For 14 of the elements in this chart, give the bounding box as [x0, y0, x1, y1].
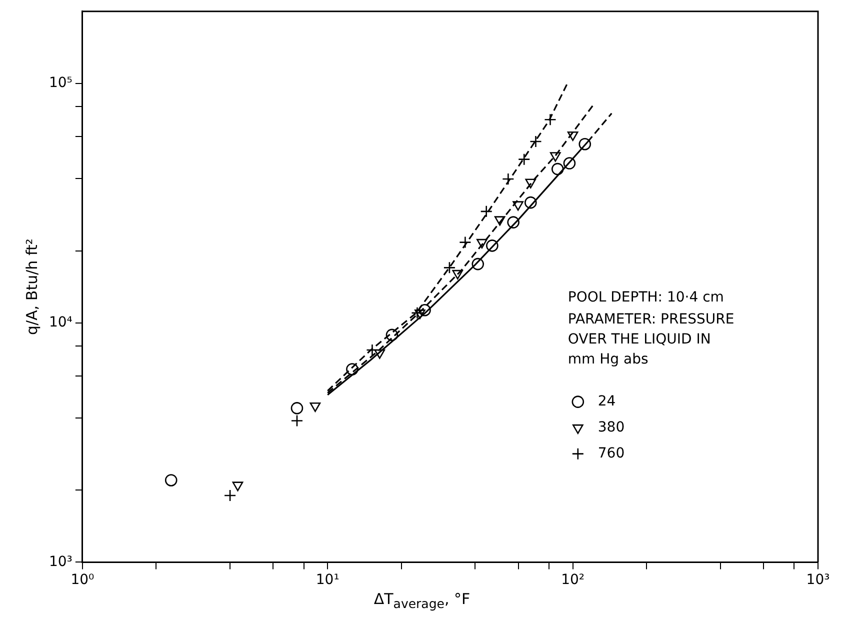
y-tick-label: 10⁴ [48, 314, 73, 330]
y-tick-label: 10⁵ [48, 75, 72, 92]
legend-label: 24 [598, 393, 616, 410]
y-axis-title: q/A, Btu/h ft² [22, 238, 41, 335]
x-tick-label: 10² [561, 572, 585, 588]
legend-label: 380 [598, 419, 625, 436]
y-tick-label: 10³ [48, 554, 72, 570]
x-tick-label: 10⁰ [70, 572, 95, 588]
annotation: POOL DEPTH: 10·4 cm [568, 289, 724, 306]
x-tick-label: 10³ [806, 572, 830, 588]
x-tick-label: 10¹ [316, 572, 340, 588]
x-axis-title: ΔT$_{average}$, °F [372, 590, 472, 611]
legend-title: PARAMETER: PRESSURE OVER THE LIQUID IN mm Hg abs [568, 311, 734, 368]
legend-label: 760 [598, 445, 625, 462]
